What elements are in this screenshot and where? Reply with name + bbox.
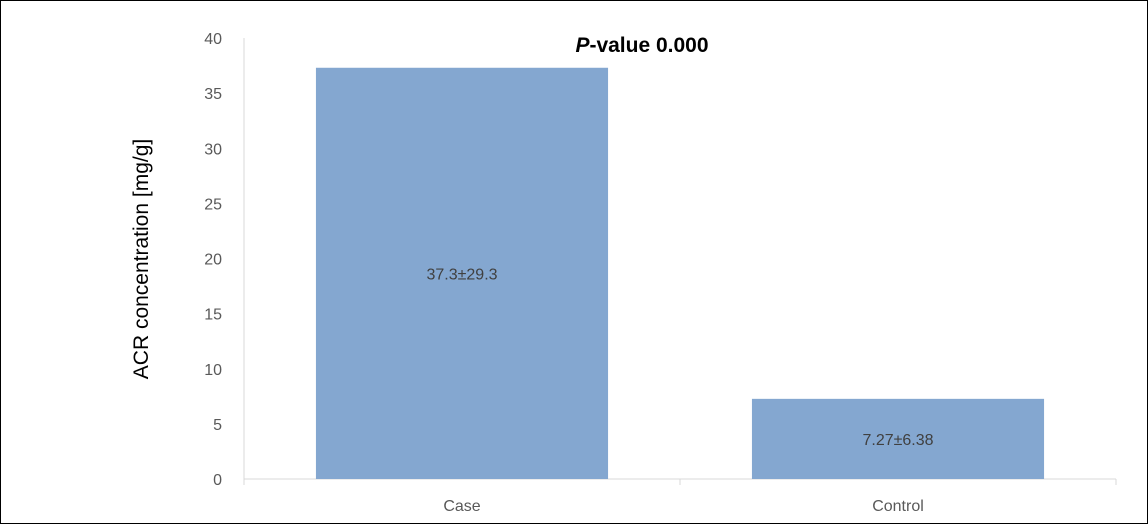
- y-axis-title: ACR concentration [mg/g]: [130, 139, 153, 379]
- chart-title: P-value 0.000: [575, 34, 708, 57]
- x-category-label: Case: [443, 498, 480, 515]
- x-category-label: Control: [872, 498, 924, 515]
- y-tick-label: 40: [204, 31, 222, 48]
- y-tick-label: 25: [204, 196, 222, 213]
- bar-control: [751, 398, 1045, 479]
- bar-case: [315, 67, 609, 479]
- y-tick-label: 5: [213, 417, 222, 434]
- data-label: 37.3±29.3: [426, 266, 497, 283]
- y-tick-label: 15: [204, 307, 222, 324]
- y-tick-label: 10: [204, 362, 222, 379]
- y-tick-label: 20: [204, 252, 222, 269]
- y-tick-label: 0: [213, 472, 222, 489]
- y-tick-label: 35: [204, 86, 222, 103]
- y-tick-label: 30: [204, 141, 222, 158]
- data-label: 7.27±6.38: [862, 432, 933, 449]
